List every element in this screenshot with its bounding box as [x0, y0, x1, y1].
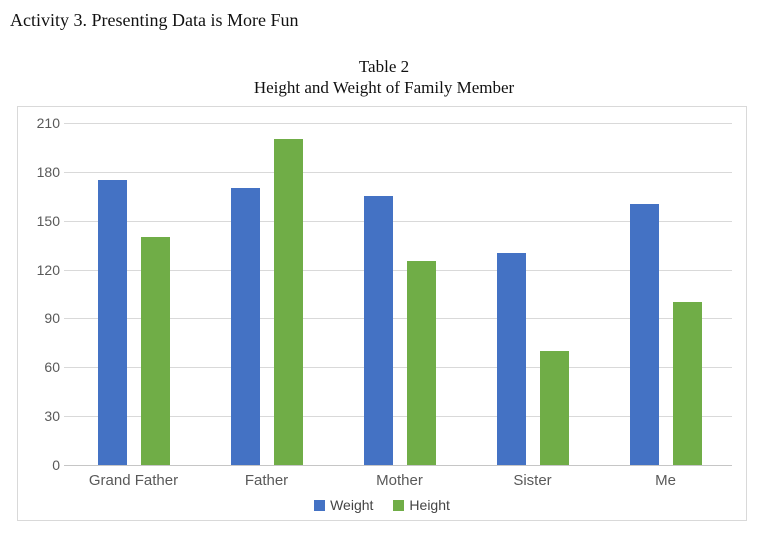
y-axis-tick-label: 120 — [36, 262, 60, 278]
gridline-30 — [64, 416, 732, 417]
legend-label-weight: Weight — [330, 497, 374, 513]
gridline-180 — [64, 172, 732, 173]
y-axis-tick-label: 0 — [52, 457, 60, 473]
chart-title-line2: Height and Weight of Family Member — [253, 78, 515, 97]
y-axis-tick-label: 210 — [36, 115, 60, 131]
bar-height-father — [274, 139, 303, 465]
bar-height-me — [673, 302, 702, 465]
x-axis-category-label: Me — [655, 472, 676, 489]
gridline-0 — [64, 465, 732, 466]
bar-height-grand-father — [141, 237, 170, 465]
y-axis-tick-label: 150 — [36, 213, 60, 229]
gridline-150 — [64, 221, 732, 222]
y-axis-tick-label: 90 — [44, 310, 60, 326]
y-axis-tick-label: 60 — [44, 359, 60, 375]
bar-weight-me — [630, 204, 659, 465]
chart-title-line1: Table 2 — [358, 57, 410, 76]
y-axis-tick-label: 30 — [44, 408, 60, 424]
bar-weight-father — [231, 188, 260, 465]
chart-legend: Weight Height — [18, 497, 746, 513]
x-axis-category-label: Grand Father — [88, 472, 179, 489]
gridline-210 — [64, 123, 732, 124]
legend-swatch-height — [393, 499, 405, 511]
chart-title-block: Table 2 Height and Weight of Family Memb… — [0, 56, 768, 98]
x-axis-category-label: Sister — [513, 472, 552, 489]
bar-weight-mother — [364, 196, 393, 465]
legend-label-height: Height — [409, 497, 450, 513]
gridline-90 — [64, 318, 732, 319]
legend-item-weight: Weight — [314, 497, 373, 513]
bar-height-sister — [540, 351, 569, 465]
legend-swatch-weight — [314, 499, 326, 511]
y-axis-tick-label: 180 — [36, 164, 60, 180]
gridline-120 — [64, 270, 732, 271]
bar-chart: 0 30 60 90 120 150 180 210 Grand Father Father Mot… — [17, 106, 747, 521]
activity-heading: Activity 3. Presenting Data is More Fun — [10, 10, 299, 30]
bar-height-mother — [407, 261, 436, 465]
gridline-60 — [64, 367, 732, 368]
bar-weight-sister — [497, 253, 526, 465]
bar-weight-grand-father — [98, 180, 127, 465]
x-axis-category-label: Father — [244, 472, 289, 489]
legend-item-height: Height — [393, 497, 450, 513]
x-axis-category-label: Mother — [376, 472, 423, 489]
